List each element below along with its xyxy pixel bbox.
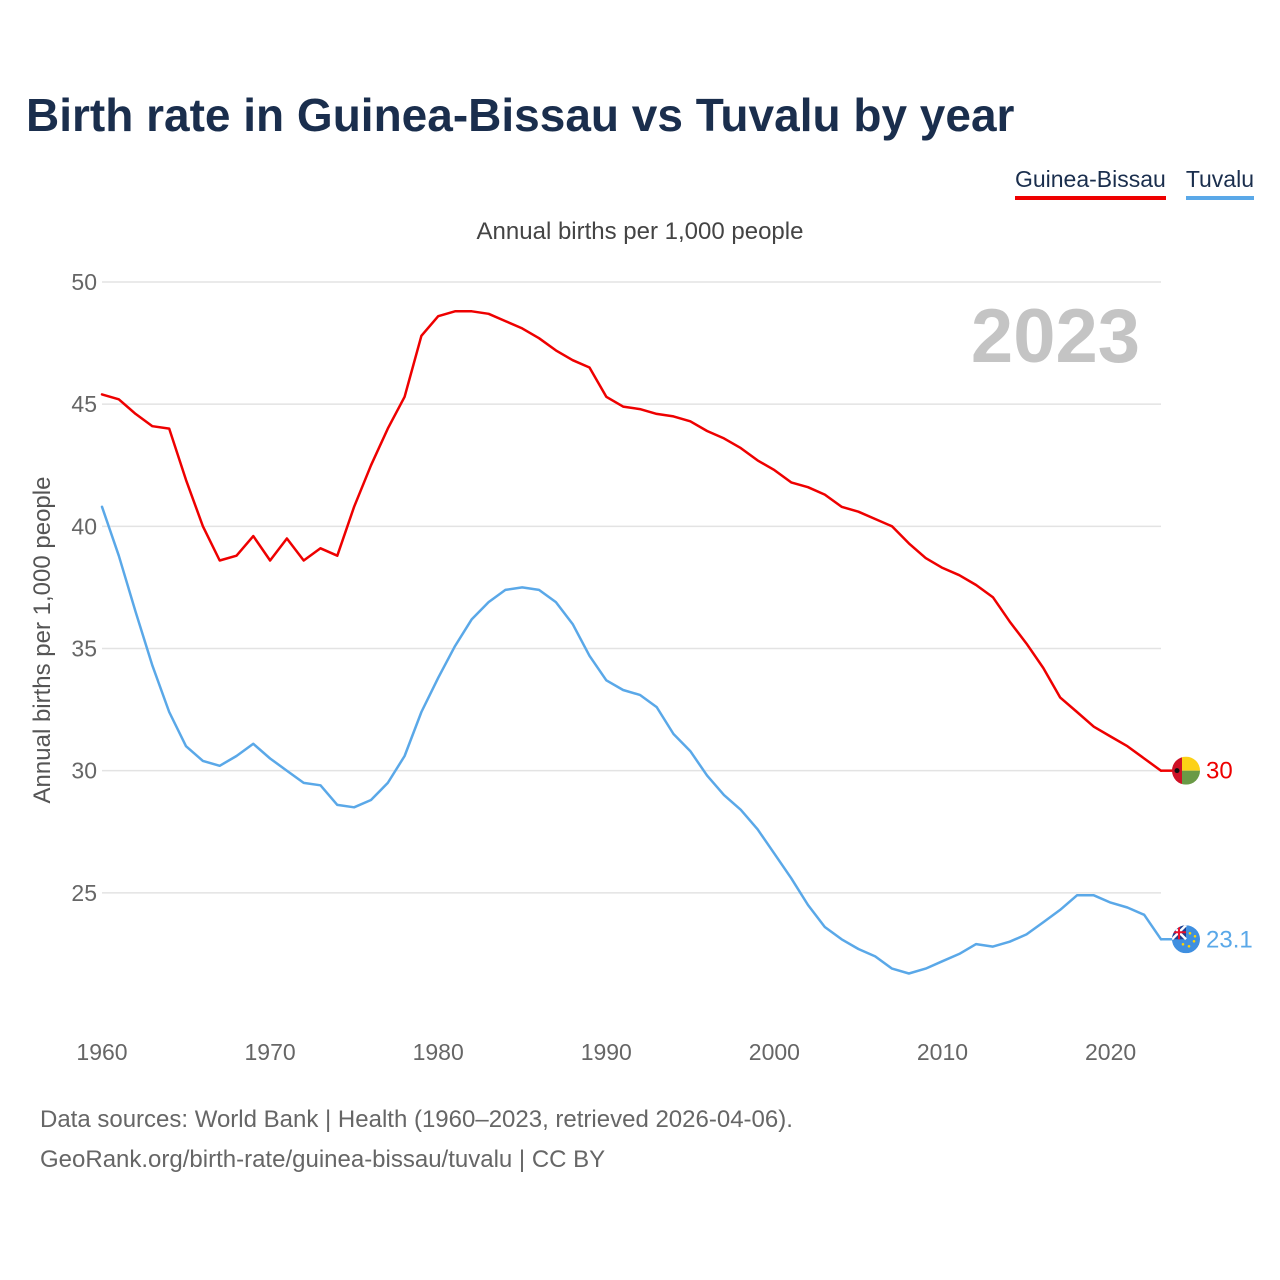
series-end-markers: 30 23.1	[1161, 756, 1253, 954]
gridlines	[102, 281, 1161, 894]
flag-icon-tuvalu	[1172, 925, 1200, 954]
legend: Guinea-Bissau Tuvalu	[1014, 166, 1254, 200]
y-tick-label: 30	[71, 758, 97, 784]
x-axis-ticks: 1960 1970 1980 1990 2000 2010 2020	[76, 1039, 1136, 1065]
x-tick-label: 1960	[76, 1039, 127, 1065]
legend-item-tuvalu[interactable]: Tuvalu	[1185, 166, 1254, 200]
series-end-label-tuvalu: 23.1	[1206, 926, 1253, 953]
x-tick-label: 2000	[749, 1039, 800, 1065]
source-note: Data sources: World Bank | Health (1960–…	[40, 1106, 793, 1133]
x-tick-label: 1990	[581, 1039, 632, 1065]
x-tick-label: 1970	[245, 1039, 296, 1065]
flag-icon-guinea-bissau	[1172, 756, 1200, 785]
y-tick-label: 25	[71, 880, 97, 906]
y-axis-label: Annual births per 1,000 people	[29, 477, 56, 804]
series-end-label-guinea-bissau: 30	[1206, 758, 1233, 785]
chart-subtitle: Annual births per 1,000 people	[477, 218, 804, 245]
y-axis-ticks: 25 30 35 40 45 50	[71, 269, 97, 906]
series-line-tuvalu[interactable]	[100, 505, 1163, 975]
x-tick-label: 1980	[413, 1039, 464, 1065]
year-watermark: 2023	[971, 294, 1140, 379]
credit-link[interactable]: GeoRank.org/birth-rate/guinea-bissau/tuv…	[40, 1146, 606, 1173]
y-tick-label: 50	[71, 269, 97, 295]
x-tick-label: 2010	[917, 1039, 968, 1065]
y-tick-label: 40	[71, 513, 97, 539]
series-lines	[100, 310, 1163, 975]
chart-title: Birth rate in Guinea-Bissau vs Tuvalu by…	[26, 89, 1015, 141]
y-tick-label: 35	[71, 636, 97, 662]
x-tick-label: 2020	[1085, 1039, 1136, 1065]
legend-item-guinea-bissau[interactable]: Guinea-Bissau	[1014, 166, 1166, 200]
series-line-guinea-bissau[interactable]	[100, 310, 1163, 772]
y-tick-label: 45	[71, 391, 97, 417]
